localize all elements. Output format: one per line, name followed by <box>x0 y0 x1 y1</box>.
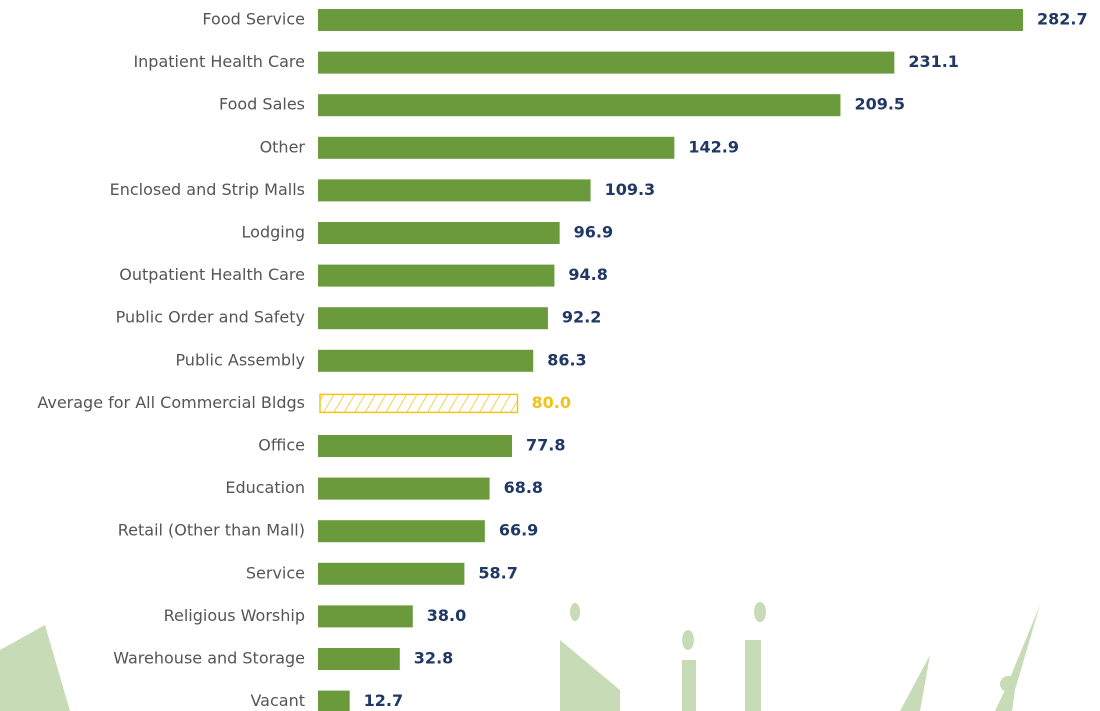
value-label: 109.3 <box>605 180 656 199</box>
value-label: 94.8 <box>568 265 607 284</box>
bar <box>318 435 512 457</box>
bar <box>318 307 548 329</box>
value-label: 58.7 <box>478 563 517 582</box>
category-label: Office <box>258 436 305 455</box>
category-label: Enclosed and Strip Malls <box>110 180 305 199</box>
bar <box>318 520 485 542</box>
bar <box>318 691 350 711</box>
value-label: 96.9 <box>574 223 613 242</box>
bar <box>318 137 674 159</box>
category-label: Education <box>225 478 305 497</box>
category-label: Warehouse and Storage <box>113 649 305 668</box>
category-label: Retail (Other than Mall) <box>118 521 305 540</box>
value-label: 92.2 <box>562 308 601 327</box>
category-label: Outpatient Health Care <box>119 265 305 284</box>
value-label: 38.0 <box>427 606 466 625</box>
bar <box>318 605 413 627</box>
category-label: Food Sales <box>219 95 305 114</box>
bar <box>320 394 518 412</box>
bar <box>318 648 400 670</box>
category-label: Lodging <box>242 223 305 242</box>
bar <box>318 179 591 201</box>
category-label: Inpatient Health Care <box>133 52 305 71</box>
category-label: Religious Worship <box>164 606 305 625</box>
value-label: 32.8 <box>414 649 453 668</box>
value-label: 86.3 <box>547 350 586 369</box>
value-label: 231.1 <box>908 52 959 71</box>
value-label: 12.7 <box>364 691 403 710</box>
value-label: 80.0 <box>532 393 571 412</box>
category-label: Vacant <box>250 691 305 710</box>
category-label: Public Assembly <box>175 350 305 369</box>
bar <box>318 350 533 372</box>
chart: Food Service 282.7 Inpatient Health Care 23… <box>0 0 1100 711</box>
category-label: Food Service <box>202 10 305 29</box>
category-label: Public Order and Safety <box>116 308 305 327</box>
bar <box>318 478 490 500</box>
value-label: 142.9 <box>688 137 739 156</box>
category-label: Service <box>246 563 305 582</box>
bar <box>318 265 554 287</box>
bar <box>318 563 464 585</box>
value-label: 66.9 <box>499 521 538 540</box>
value-label: 68.8 <box>504 478 543 497</box>
value-label: 209.5 <box>854 95 905 114</box>
value-label: 282.7 <box>1037 10 1088 29</box>
category-label: Other <box>260 137 306 156</box>
value-label: 77.8 <box>526 436 565 455</box>
bar <box>318 94 840 116</box>
bar <box>318 52 894 74</box>
bar <box>318 222 560 244</box>
category-label: Average for All Commercial Bldgs <box>37 393 305 412</box>
bar <box>318 9 1023 31</box>
